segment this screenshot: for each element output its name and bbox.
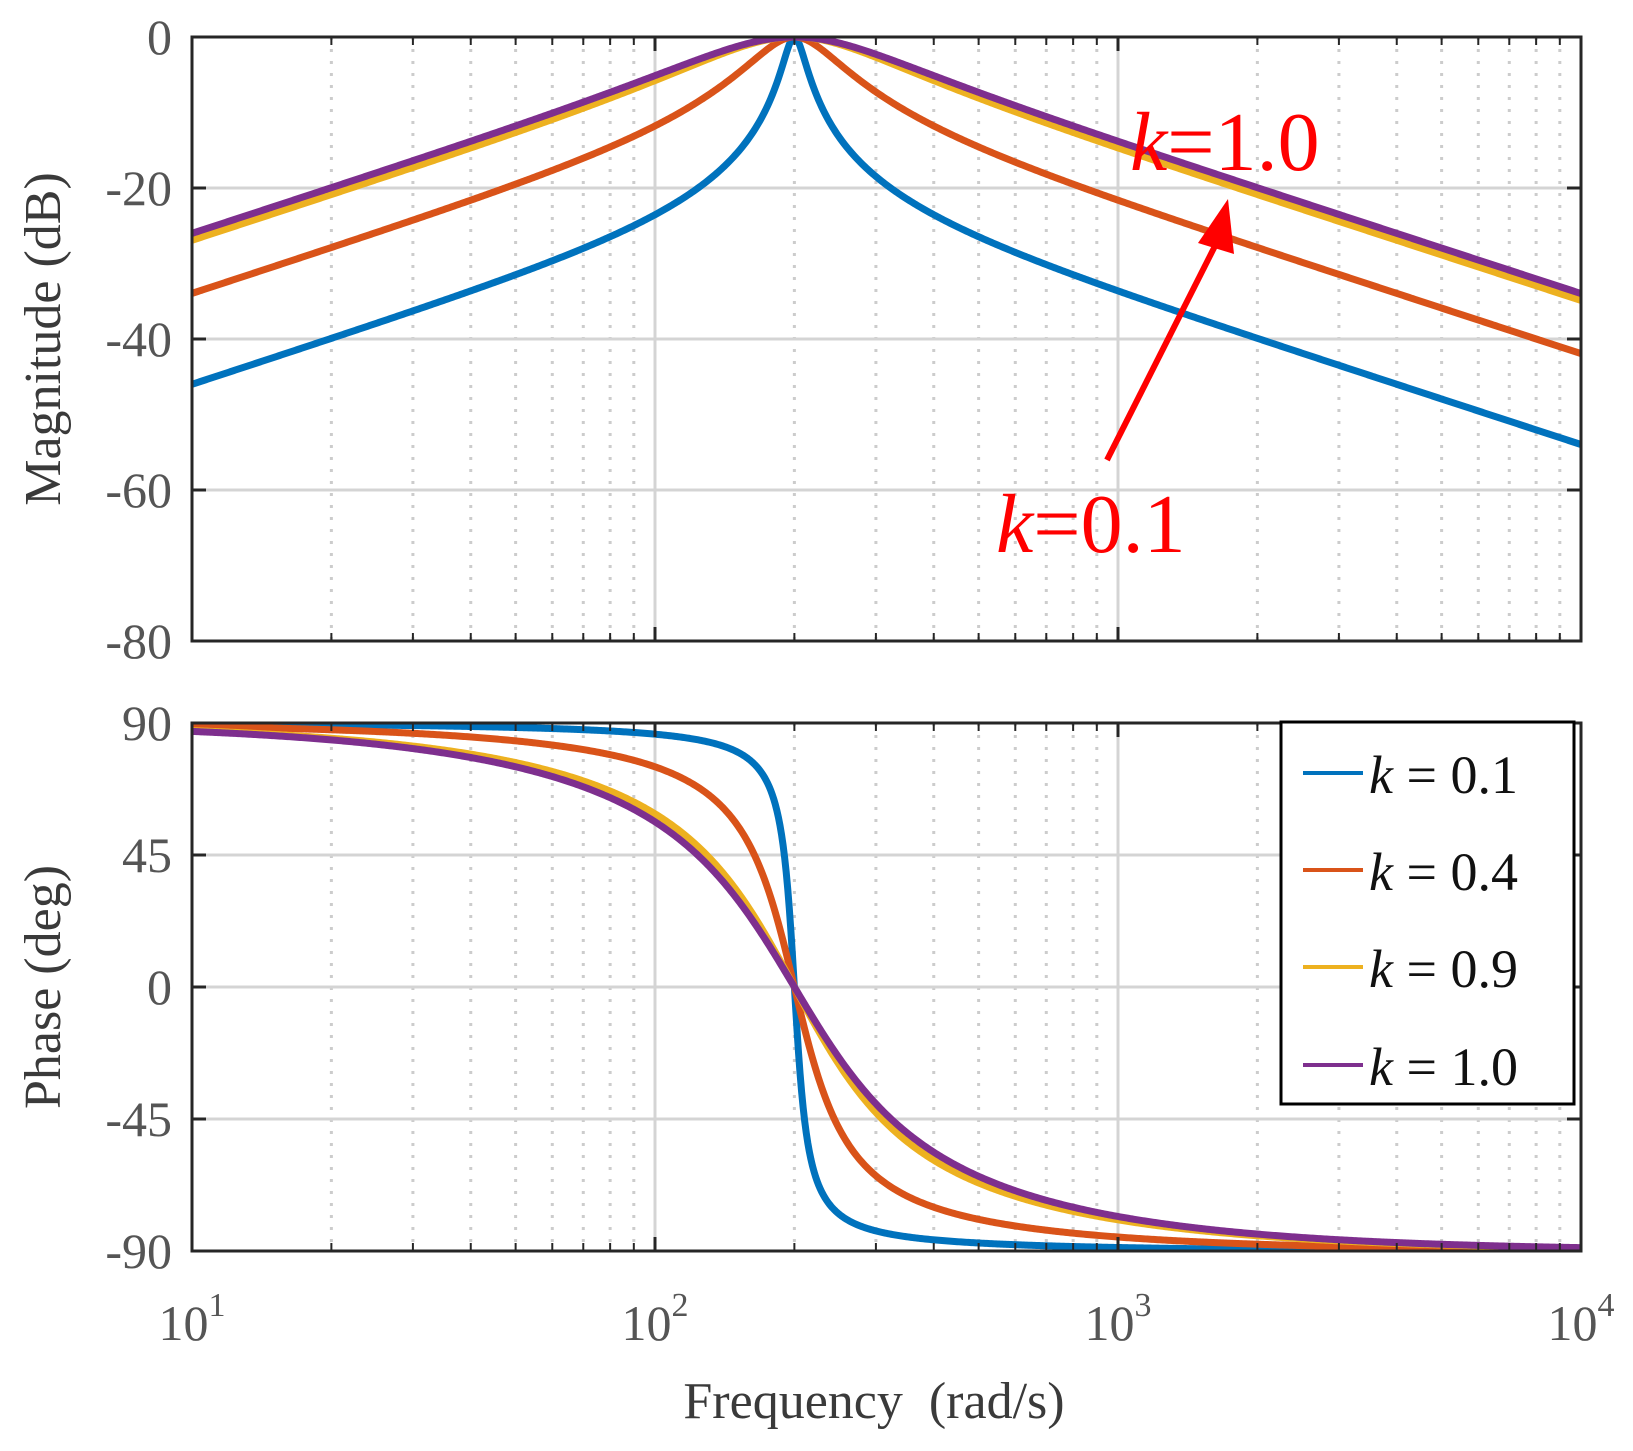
legend: k = 0.1 k = 0.4 k = 0.9 k = 1.0 [1279, 720, 1576, 1106]
magnitude-ytick-labels: 0 -20 -40 -60 -80 [105, 9, 172, 669]
ytick-label: -40 [105, 311, 172, 367]
annotation-k-0-1-value: =0.1 [1033, 478, 1185, 571]
legend-entry-k-1-0: k = 1.0 [1303, 1037, 1518, 1097]
magnitude-series-line-k-1 [192, 37, 1581, 297]
magnitude-ylabel: Magnitude (dB) [15, 172, 72, 506]
annotation-k-1-0-value: =1.0 [1167, 96, 1319, 189]
magnitude-annotations: k=1.0 k=0.1 [996, 96, 1320, 571]
ytick-label: -20 [105, 160, 172, 216]
phase-ytick-labels: 90 45 0 -45 -90 [105, 695, 172, 1279]
ytick-label: -80 [105, 613, 172, 669]
magnitude-series-line-k-0-1 [192, 37, 1581, 448]
ytick-label: -45 [105, 1091, 172, 1147]
magnitude-plot: 0-20-40-60-80 Magnitude (dB) k=1.0 k=0.1 [15, 9, 1583, 669]
annotation-k-1-0-symbol: k [1130, 96, 1169, 189]
legend-entry-k-0-4: k = 0.4 [1303, 842, 1518, 902]
legend-label-k-0-4: k = 0.4 [1369, 842, 1518, 902]
legend-label-k-0-9: k = 0.9 [1369, 939, 1518, 999]
legend-entry-k-0-1: k = 0.1 [1303, 745, 1518, 805]
xtick-label: 102 [622, 1287, 689, 1351]
phase-plot: 90 45 0 -45 -90 101 102 103 104 Phase (deg) Fre… [15, 695, 1615, 1430]
arrow-icon [1198, 199, 1234, 254]
legend-box [1279, 720, 1576, 1106]
legend-label-k-0-1: k = 0.1 [1369, 745, 1518, 805]
ytick-label: 0 [147, 9, 172, 65]
legend-entry-k-0-9: k = 0.9 [1303, 939, 1518, 999]
annotation-k-0-1: k=0.1 [996, 478, 1186, 571]
ytick-label: 90 [122, 695, 172, 751]
ytick-label: 45 [122, 827, 172, 883]
phase-series-line-k-1 [192, 727, 1581, 1251]
arrow-shaft [1104, 242, 1219, 462]
annotation-k-1-0: k=1.0 [1130, 96, 1320, 189]
xtick-label: 103 [1085, 1287, 1152, 1351]
xtick-label: 101 [159, 1287, 226, 1351]
phase-xtick-labels: 101 102 103 104 [159, 1287, 1615, 1351]
phase-ylabel: Phase (deg) [15, 865, 72, 1109]
legend-label-k-1-0: k = 1.0 [1369, 1037, 1518, 1097]
magnitude-series-line-k-0-4 [192, 37, 1581, 357]
ytick-label: -60 [105, 462, 172, 518]
frequency-xlabel: Frequency (rad/s) [683, 1373, 1064, 1430]
annotation-k-0-1-symbol: k [996, 478, 1035, 571]
magnitude-tick-marks [190, 35, 1581, 643]
phase-series-line-k-0-4 [192, 723, 1581, 1251]
ytick-label: -90 [105, 1223, 172, 1279]
xtick-label: 104 [1548, 1287, 1615, 1351]
phase-tick-marks [190, 721, 1581, 1253]
magnitude-series-group [192, 37, 1581, 448]
ytick-label: 0 [147, 959, 172, 1015]
